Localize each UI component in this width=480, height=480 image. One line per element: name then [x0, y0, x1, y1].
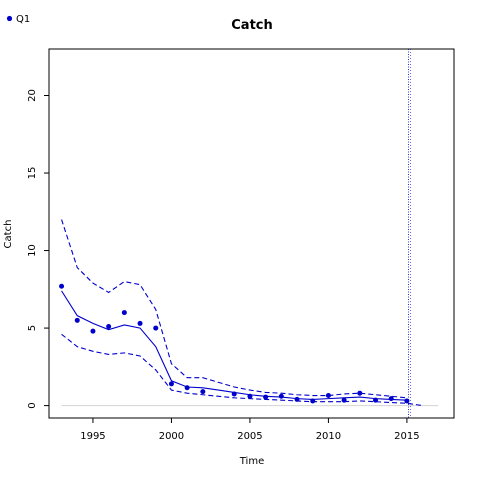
data-point — [184, 385, 190, 391]
axes-layer: 1995 2000 2005 2010 2015 0 5 10 15 20 — [27, 89, 420, 442]
y-axis-label: Catch — [3, 220, 14, 249]
data-point — [294, 396, 300, 402]
x-tick-label: 2005 — [237, 431, 262, 442]
x-tick-label: 2010 — [316, 431, 341, 442]
data-point — [168, 381, 174, 387]
x-tick-label: 2015 — [394, 431, 419, 442]
lower-bound-line — [61, 333, 423, 407]
x-tick-label: 2000 — [159, 431, 184, 442]
points-layer — [59, 283, 410, 404]
data-point — [278, 393, 284, 399]
legend-marker — [6, 15, 13, 22]
x-axis-label: Time — [239, 456, 264, 467]
data-point — [121, 310, 127, 316]
chart-title: Catch — [231, 18, 273, 33]
data-point — [404, 398, 410, 404]
data-point — [373, 397, 379, 403]
upper-bound-line — [61, 219, 407, 399]
plot-frame — [48, 48, 455, 419]
data-point — [74, 317, 80, 323]
data-point — [59, 283, 65, 289]
x-tick-label: 1995 — [80, 431, 105, 442]
data-point — [231, 391, 237, 397]
data-point — [325, 393, 331, 399]
data-point — [90, 328, 96, 334]
data-point — [153, 325, 159, 331]
y-tick-label: 15 — [27, 167, 38, 180]
data-point — [310, 398, 316, 404]
y-tick-label: 0 — [27, 402, 38, 408]
legend: Q1 — [6, 14, 30, 25]
zero-line-layer — [61, 49, 439, 418]
data-point — [341, 397, 347, 403]
data-point — [137, 320, 143, 326]
data-point — [357, 390, 363, 396]
data-point — [200, 389, 206, 395]
legend-label: Q1 — [16, 14, 30, 25]
data-point — [106, 324, 112, 330]
y-tick-label: 20 — [27, 89, 38, 102]
y-tick-label: 10 — [27, 244, 38, 257]
y-tick-label: 5 — [27, 325, 38, 331]
data-point — [263, 394, 269, 400]
data-point — [247, 393, 253, 399]
data-point — [388, 396, 394, 402]
